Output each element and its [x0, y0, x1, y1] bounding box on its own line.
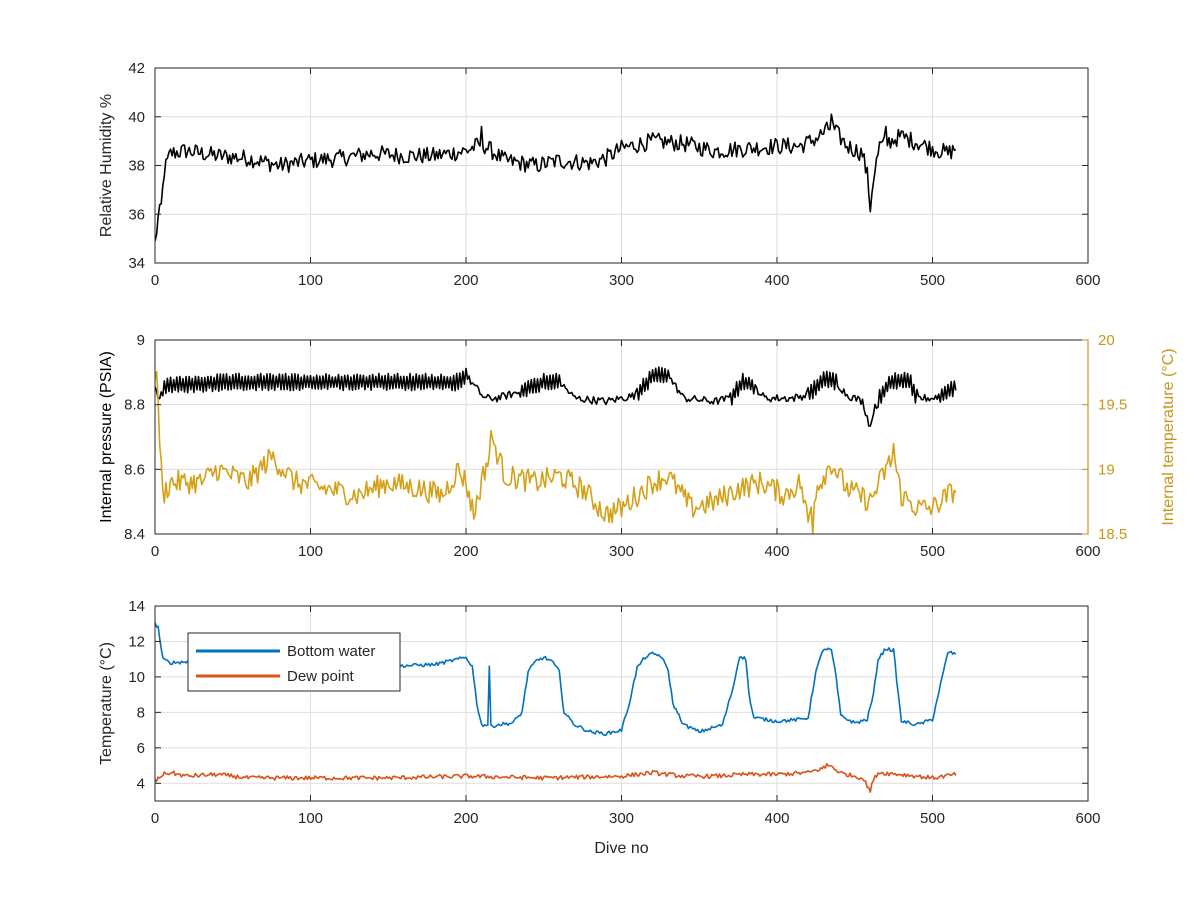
x-tick-label: 100 — [298, 272, 323, 289]
x-tick-label: 600 — [1075, 543, 1100, 560]
x-tick-label: 400 — [764, 543, 789, 560]
legend-label: Bottom water — [287, 643, 375, 660]
chart-panel-1: 0 100 200 300 400 500 600 34 36 38 40 42 Relative Hu… — [98, 60, 1101, 289]
chart-panel-2: 0 100 200 300 400 500 600 8.4 8.6 8.8 9 18.5 19 19.5 2… — [98, 332, 1177, 560]
x-tick-label: 500 — [920, 272, 945, 289]
y-tick-label: 8.4 — [124, 526, 145, 543]
y-right-tick-label: 18.5 — [1098, 526, 1127, 543]
x-tick-label: 100 — [298, 543, 323, 560]
y-axis-label: Relative Humidity % — [98, 94, 115, 237]
y-tick-label: 8 — [137, 704, 145, 721]
y-tick-label: 10 — [128, 669, 145, 686]
y-tick-label: 42 — [128, 60, 145, 77]
chart-panel-3: 0 100 200 300 400 500 600 4 6 8 10 12 14 Temperature … — [98, 598, 1101, 857]
x-tick-label: 500 — [920, 810, 945, 827]
y-tick-label: 8.6 — [124, 461, 145, 478]
y-tick-label: 34 — [128, 255, 145, 272]
legend: Bottom water Dew point — [187, 632, 401, 692]
x-tick-label: 500 — [920, 543, 945, 560]
y-right-tick-label: 20 — [1098, 332, 1115, 349]
legend-label: Dew point — [287, 668, 355, 685]
y-axis-label: Temperature (°C) — [98, 642, 115, 765]
x-tick-label: 600 — [1075, 810, 1100, 827]
y-tick-label: 4 — [137, 775, 145, 792]
y-right-tick-label: 19 — [1098, 461, 1115, 478]
series-line-2-2 — [155, 370, 957, 534]
x-tick-label: 200 — [453, 272, 478, 289]
y-tick-label: 40 — [128, 109, 145, 126]
x-tick-label: 400 — [764, 810, 789, 827]
x-tick-label: 0 — [151, 272, 159, 289]
y-tick-label: 14 — [128, 598, 145, 615]
y-tick-label: 12 — [128, 633, 145, 650]
x-tick-label: 0 — [151, 543, 159, 560]
x-tick-label: 100 — [298, 810, 323, 827]
x-tick-label: 0 — [151, 810, 159, 827]
legend-box — [187, 632, 401, 692]
y-right-axis-label: Internal temperature (°C) — [1160, 348, 1177, 525]
series-line-dew-point — [155, 763, 957, 793]
x-tick-label: 300 — [609, 543, 634, 560]
x-axis-label: Dive no — [594, 840, 648, 857]
y-tick-label: 38 — [128, 158, 145, 175]
x-tick-label: 200 — [453, 810, 478, 827]
x-tick-label: 200 — [453, 543, 478, 560]
x-tick-label: 300 — [609, 810, 634, 827]
series-line-1-1 — [155, 113, 957, 242]
y-tick-label: 8.8 — [124, 397, 145, 414]
y-tick-label: 6 — [137, 740, 145, 757]
y-tick-label: 9 — [137, 332, 145, 349]
x-tick-label: 300 — [609, 272, 634, 289]
y-axis-label: Internal pressure (PSIA) — [98, 351, 115, 523]
y-tick-label: 36 — [128, 206, 145, 223]
x-tick-label: 600 — [1075, 272, 1100, 289]
series-line-2-1 — [155, 366, 957, 427]
x-tick-label: 400 — [764, 272, 789, 289]
y-right-tick-label: 19.5 — [1098, 397, 1127, 414]
